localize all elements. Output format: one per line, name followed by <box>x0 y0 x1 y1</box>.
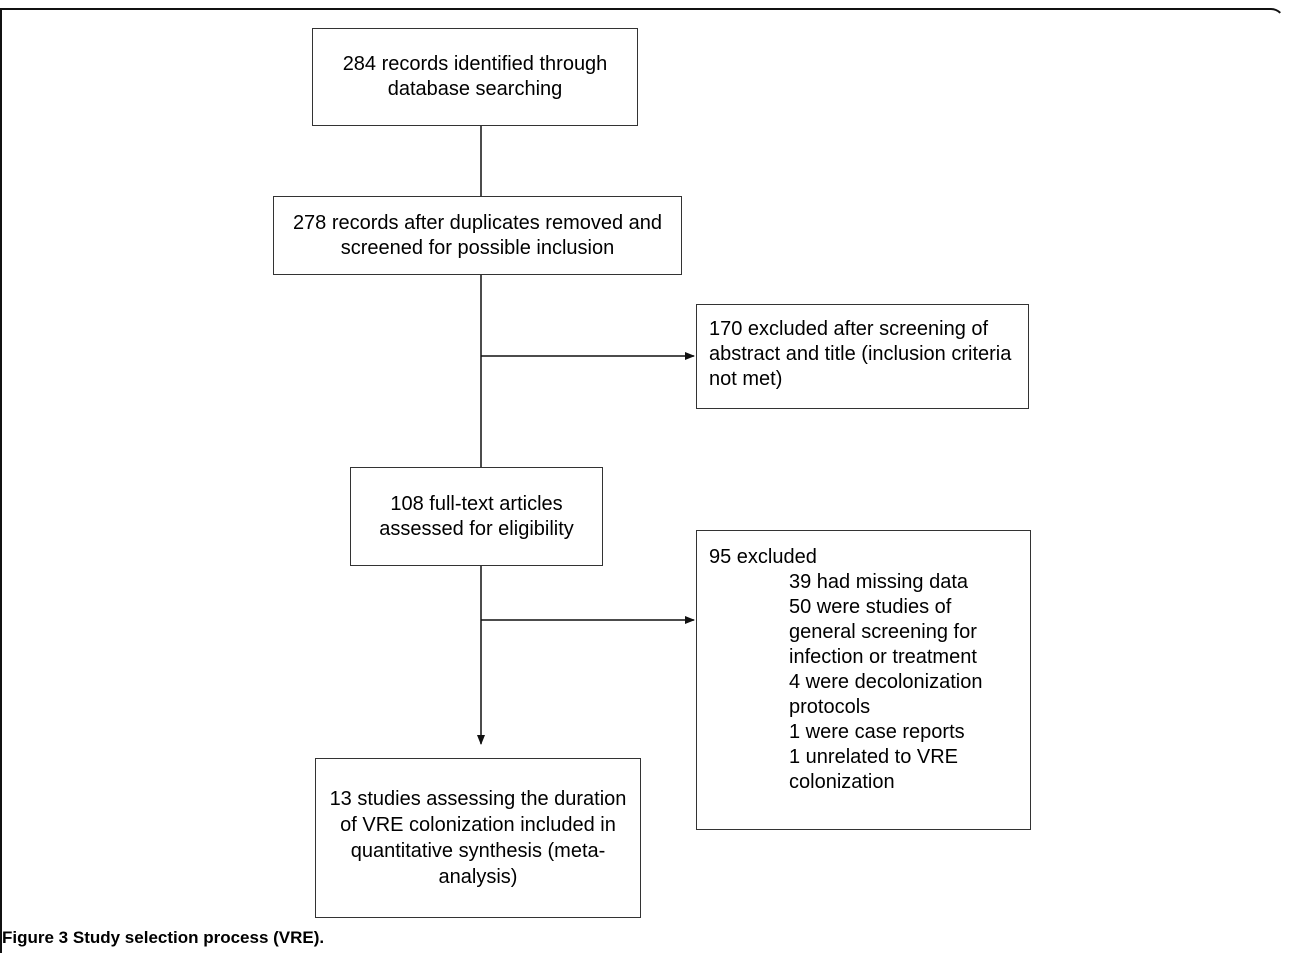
excluded-fulltext-header: 95 excluded <box>709 546 817 568</box>
exclusion-reason: 4 were decolonization protocols <box>789 671 983 718</box>
box-records-screened: 278 records after duplicates removed and… <box>273 196 682 275</box>
figure-caption-label: Figure 3 <box>2 928 69 947</box>
figure-caption: Figure 3 Study selection process (VRE). <box>2 928 324 948</box>
box-records-screened-text: 278 records after duplicates removed and… <box>292 211 663 259</box>
box-excluded-abstract: 170 excluded after screening of abstract… <box>696 304 1029 409</box>
box-studies-included-text: 13 studies assessing the duration of VRE… <box>329 788 627 888</box>
exclusion-reason: 1 unrelated to VRE colonization <box>789 746 958 793</box>
box-fulltext-assessed: 108 full-text articles assessed for elig… <box>350 467 603 566</box>
exclusion-reason: 39 had missing data <box>789 571 969 593</box>
figure-caption-text: Study selection process (VRE). <box>72 928 325 947</box>
box-records-identified: 284 records identified through database … <box>312 28 638 126</box>
box-excluded-fulltext: 95 excluded 39 had missing data 50 were … <box>696 530 1031 830</box>
box-excluded-abstract-text: 170 excluded after screening of abstract… <box>709 318 1012 390</box>
figure-frame <box>0 8 1285 953</box>
box-fulltext-assessed-text: 108 full-text articles assessed for elig… <box>379 492 574 540</box>
box-studies-included: 13 studies assessing the duration of VRE… <box>315 758 641 918</box>
exclusion-reason: 1 were case reports <box>789 721 965 743</box>
box-records-identified-text: 284 records identified through database … <box>342 53 608 100</box>
exclusion-reason: 50 were studies of general screening for… <box>789 596 977 668</box>
